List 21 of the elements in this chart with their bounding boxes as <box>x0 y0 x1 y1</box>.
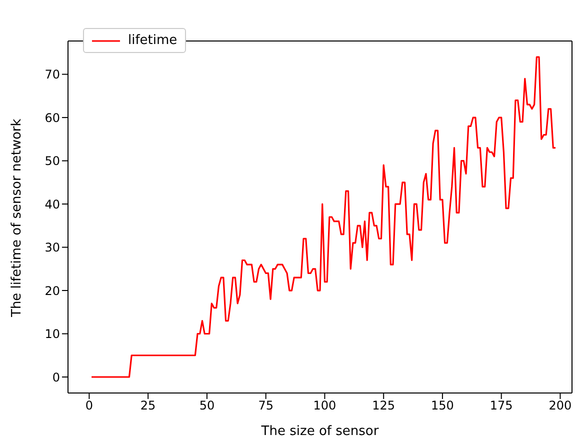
x-tick-label: 50 <box>199 398 215 413</box>
y-tick-label: 0 <box>52 370 60 384</box>
y-axis-title: The lifetime of sensor network <box>10 118 25 318</box>
y-tick-label: 40 <box>44 197 60 212</box>
x-tick-label: 125 <box>372 398 396 413</box>
y-tick-label: 50 <box>44 154 60 168</box>
y-tick-label: 10 <box>44 327 60 342</box>
legend-label: lifetime <box>128 33 178 48</box>
y-tick-label: 70 <box>44 68 60 82</box>
x-axis-title: The size of sensor <box>260 424 380 439</box>
x-tick-label: 150 <box>431 398 454 413</box>
x-tick-label: 175 <box>490 398 513 413</box>
x-tick-label: 100 <box>313 398 336 413</box>
y-tick-label: 30 <box>44 240 60 255</box>
line-series <box>90 56 556 378</box>
x-tick-label: 75 <box>258 398 274 413</box>
y-tick-label: 60 <box>44 110 60 125</box>
x-tick-label: 0 <box>85 398 94 413</box>
x-tick-label: 200 <box>548 398 572 413</box>
x-tick-label: 25 <box>140 398 156 413</box>
y-tick-label: 20 <box>44 284 60 298</box>
